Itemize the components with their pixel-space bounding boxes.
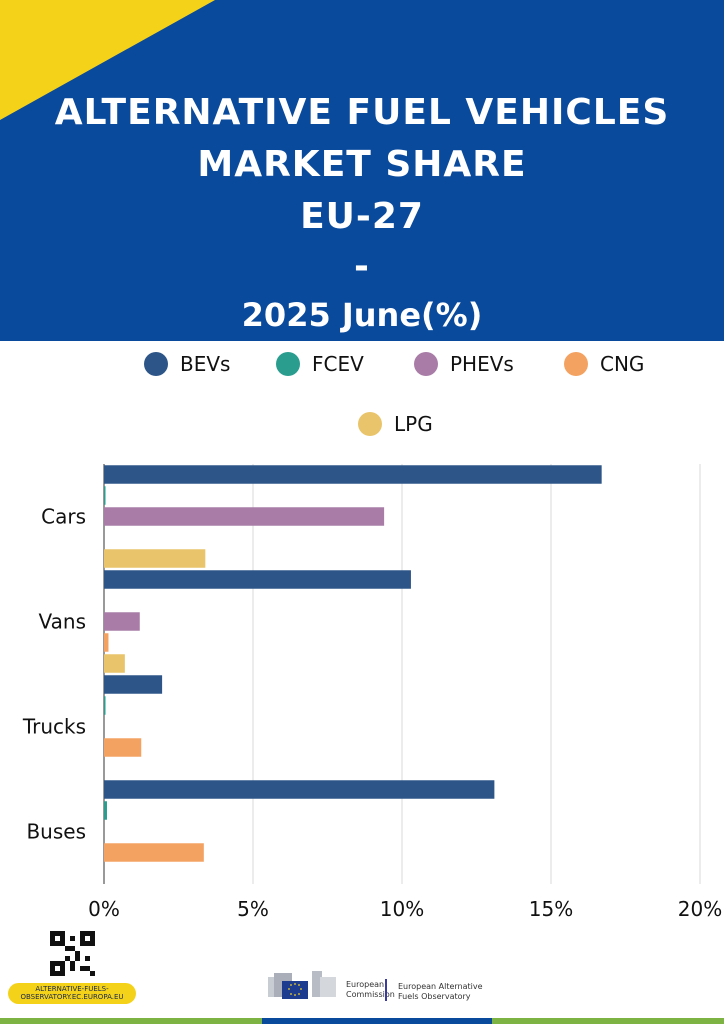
legend-item-cng: CNG: [564, 352, 644, 376]
legend-label-fcev: FCEV: [312, 352, 364, 376]
y-category-label: Trucks: [22, 715, 86, 739]
bar-fcev-trucks: [104, 696, 106, 715]
bar-cng-vans: [104, 633, 109, 652]
bar-bevs-vans: [104, 570, 411, 589]
x-tick-label: 20%: [678, 897, 722, 921]
x-tick-label: 10%: [380, 897, 424, 921]
website-url-line-2: OBSERVATORY.EC.EUROPA.EU: [20, 993, 124, 1001]
legend-item-lpg: LPG: [358, 412, 433, 436]
european-commission-text: European Commission: [346, 980, 395, 1000]
qr-code-icon: [50, 931, 95, 976]
legend-swatch-bevs: [144, 352, 168, 376]
legend-label-cng: CNG: [600, 352, 645, 376]
title-line-2: MARKET SHARE: [197, 144, 527, 185]
legend-swatch-fcev: [276, 352, 300, 376]
legend-label-phevs: PHEVs: [450, 352, 514, 376]
european-commission-logo-icon: [268, 971, 336, 999]
legend-label-lpg: LPG: [394, 412, 433, 436]
legend-label-bevs: BEVs: [180, 352, 231, 376]
x-tick-label: 15%: [529, 897, 573, 921]
website-badge[interactable]: ALTERNATIVE-FUELS- OBSERVATORY.EC.EUROPA…: [8, 983, 136, 1004]
title-line-4: -: [354, 246, 370, 287]
bar-cng-trucks: [104, 738, 142, 757]
afo-line-1: European Alternative: [398, 982, 483, 991]
bar-fcev-cars: [104, 486, 106, 505]
bar-fcev-buses: [104, 801, 107, 820]
y-category-label: Cars: [41, 505, 86, 529]
footer-stripe-green-right: [492, 1018, 724, 1024]
yellow-corner-decoration: [0, 0, 215, 120]
legend-swatch-phevs: [414, 352, 438, 376]
footer-stripe-blue: [262, 1018, 492, 1024]
bar-lpg-cars: [104, 549, 206, 568]
logo-divider: [385, 979, 387, 1001]
bar-lpg-vans: [104, 654, 125, 673]
bar-cng-buses: [104, 843, 204, 862]
bar-chart: 0% 5% 10% 15% 20% Cars Vans Trucks Buses: [22, 464, 722, 921]
y-category-label: Vans: [39, 610, 86, 634]
title-line-3: EU-27: [300, 196, 424, 237]
footer-stripe-green: [0, 1018, 262, 1024]
legend-item-phevs: PHEVs: [414, 352, 514, 376]
ec-line-2: Commission: [346, 990, 395, 999]
afo-text: European Alternative Fuels Observatory: [398, 982, 483, 1002]
x-tick-label: 0%: [88, 897, 120, 921]
x-tick-label: 5%: [237, 897, 269, 921]
title-line-1: ALTERNATIVE FUEL VEHICLES: [54, 92, 670, 133]
header-banner: ALTERNATIVE FUEL VEHICLES MARKET SHARE E…: [0, 0, 724, 341]
bar-phevs-cars: [104, 507, 385, 526]
website-url-line-1: ALTERNATIVE-FUELS-: [35, 985, 109, 993]
legend-item-fcev: FCEV: [276, 352, 364, 376]
legend-swatch-cng: [564, 352, 588, 376]
bar-phevs-vans: [104, 612, 140, 631]
bar-bevs-trucks: [104, 675, 163, 694]
bar-bevs-buses: [104, 780, 495, 799]
afo-line-2: Fuels Observatory: [398, 992, 471, 1001]
ec-line-1: European: [346, 980, 385, 989]
subtitle: 2025 June(%): [241, 296, 483, 334]
y-category-label: Buses: [26, 820, 86, 844]
bar-bevs-cars: [104, 465, 602, 484]
legend-swatch-lpg: [358, 412, 382, 436]
legend-item-bevs: BEVs: [144, 352, 230, 376]
